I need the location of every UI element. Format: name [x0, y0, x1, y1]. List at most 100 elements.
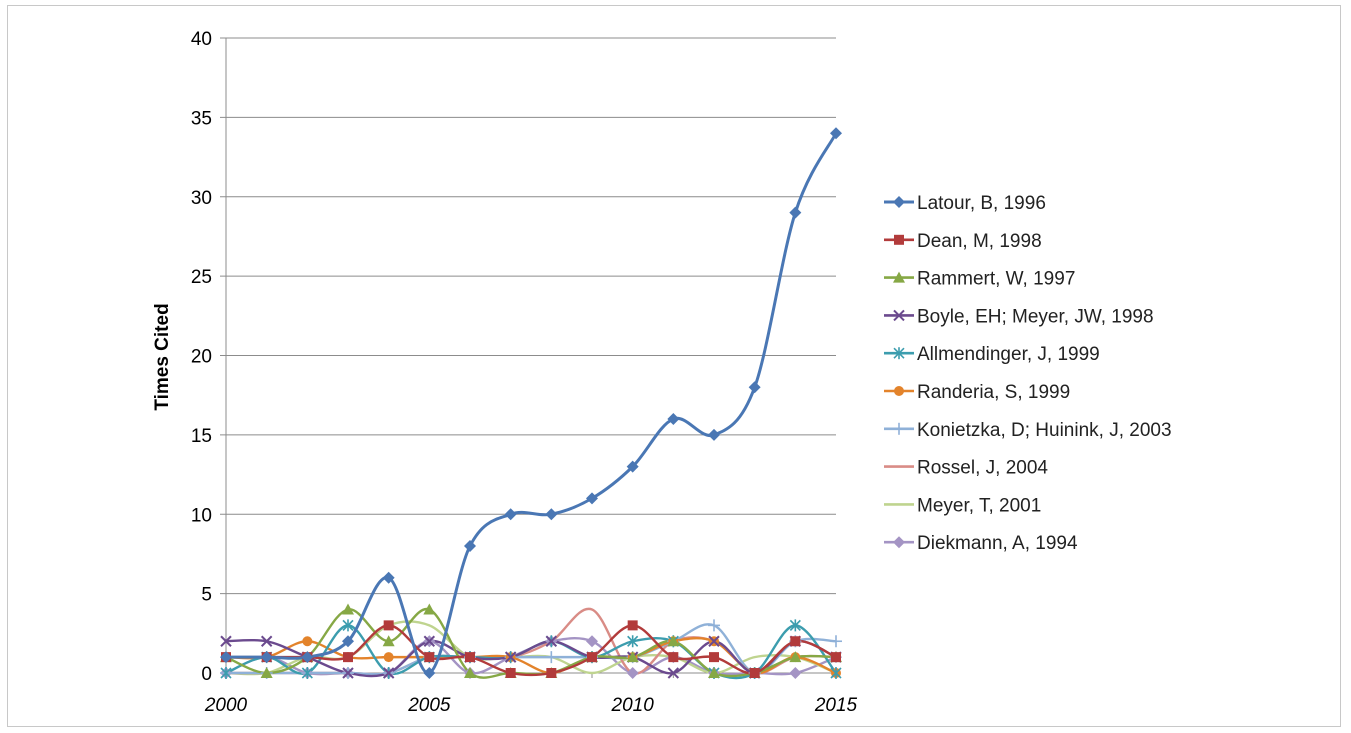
legend-item: Diekmann, A, 1994: [884, 533, 1078, 554]
data-point: [301, 651, 314, 664]
legend-label: Konietzka, D; Huinink, J, 2003: [917, 420, 1172, 441]
data-point: [383, 652, 394, 663]
data-point: [424, 652, 435, 663]
legend-item: Latour, B, 1996: [884, 193, 1046, 214]
data-point: [545, 635, 558, 647]
data-point: [342, 667, 354, 679]
data-point: [708, 428, 720, 441]
legend-marker: [894, 234, 904, 245]
axes: 0 5 10 15 20 25 30 35 40 2000 2005 2010 2015: [191, 29, 858, 716]
y-tick-label: 15: [191, 426, 212, 447]
data-point: [260, 635, 273, 647]
legend-item: Boyle, EH; Meyer, JW, 1998: [884, 306, 1154, 327]
data-point: [383, 620, 394, 631]
series-line-7: [226, 623, 837, 676]
data-point: [342, 635, 354, 648]
legend-item: Konietzka, D; Huinink, J, 2003: [884, 420, 1172, 441]
data-point: [789, 619, 801, 632]
data-point: [830, 127, 842, 140]
data-point: [260, 651, 273, 664]
data-point: [546, 668, 557, 678]
data-point: [626, 667, 639, 679]
y-tick-label: 30: [191, 188, 212, 209]
legend-marker: [893, 347, 905, 360]
data-point: [831, 652, 841, 663]
data-point: [545, 651, 558, 664]
data-point: [587, 652, 597, 663]
data-point: [830, 635, 842, 648]
data-point: [343, 652, 353, 663]
legend-item: Allmendinger, J, 1999: [884, 344, 1100, 365]
chart-frame: [7, 5, 1341, 727]
data-point: [260, 667, 273, 678]
legend-marker: [893, 196, 905, 208]
legend-item: Rammert, W, 1997: [884, 269, 1075, 290]
data-point: [504, 651, 517, 663]
y-tick-label: 0: [201, 664, 212, 685]
data-point: [667, 413, 680, 425]
y-axis-label: Times Cited: [152, 303, 173, 410]
data-point: [789, 206, 802, 219]
data-point: [465, 652, 475, 663]
x-tick-label: 2015: [814, 695, 858, 716]
data-point: [627, 635, 639, 648]
data-point: [382, 635, 395, 647]
data-point: [627, 620, 638, 631]
legend-marker: [893, 422, 905, 435]
data-point: [789, 667, 802, 679]
legend-label: Meyer, T, 2001: [917, 495, 1041, 516]
data-point: [505, 668, 516, 678]
data-point: [504, 508, 517, 521]
data-point: [748, 381, 761, 394]
data-point: [342, 619, 354, 632]
data-point: [708, 667, 720, 678]
data-point: [464, 667, 476, 678]
series-markers: [220, 127, 842, 679]
legend-item: Rossel, J, 2004: [884, 458, 1048, 479]
legend-item: Meyer, T, 2001: [884, 495, 1041, 516]
series-line-2: [225, 624, 837, 677]
data-point: [668, 652, 679, 663]
legend-marker: [893, 536, 905, 549]
data-point: [302, 636, 313, 647]
x-tick-label: 2010: [611, 695, 655, 716]
legend-label: Allmendinger, J, 1999: [917, 344, 1100, 365]
data-point: [423, 667, 436, 679]
x-tick-label: 2000: [204, 695, 248, 716]
data-point: [382, 667, 395, 679]
series-lines: [225, 132, 838, 680]
data-point: [708, 635, 720, 647]
data-point: [301, 667, 313, 679]
data-point: [789, 651, 802, 663]
legend-label: Dean, M, 1998: [917, 231, 1042, 252]
y-tick-label: 25: [191, 267, 212, 288]
legend: Latour, B, 1996 Dean, M, 1998 Rammert, W, …: [884, 193, 1172, 554]
data-point: [342, 603, 354, 615]
legend-marker: [893, 309, 905, 322]
legend-marker: [893, 271, 905, 283]
y-tick-label: 20: [191, 347, 212, 368]
x-tick-label: 2005: [407, 695, 451, 716]
legend-label: Randeria, S, 1999: [917, 382, 1070, 403]
legend-item: Dean, M, 1998: [884, 231, 1042, 252]
y-tick-label: 40: [191, 29, 212, 50]
series-points-1: [220, 127, 842, 679]
data-point: [626, 460, 639, 473]
data-point: [382, 571, 395, 584]
legend-item: Randeria, S, 1999: [884, 382, 1070, 403]
data-point: [708, 619, 720, 632]
data-point: [667, 667, 680, 679]
y-tick-label: 5: [201, 585, 212, 606]
data-point: [586, 492, 598, 505]
series-line-4: [225, 638, 837, 678]
data-point: [464, 540, 476, 552]
data-point: [220, 635, 232, 647]
legend-label: Diekmann, A, 1994: [917, 533, 1078, 554]
data-point: [423, 635, 436, 647]
y-tick-label: 35: [191, 108, 212, 129]
data-point: [423, 603, 436, 615]
data-point: [626, 651, 639, 663]
y-tick-label: 10: [191, 505, 212, 526]
series-line-1: [225, 132, 838, 675]
